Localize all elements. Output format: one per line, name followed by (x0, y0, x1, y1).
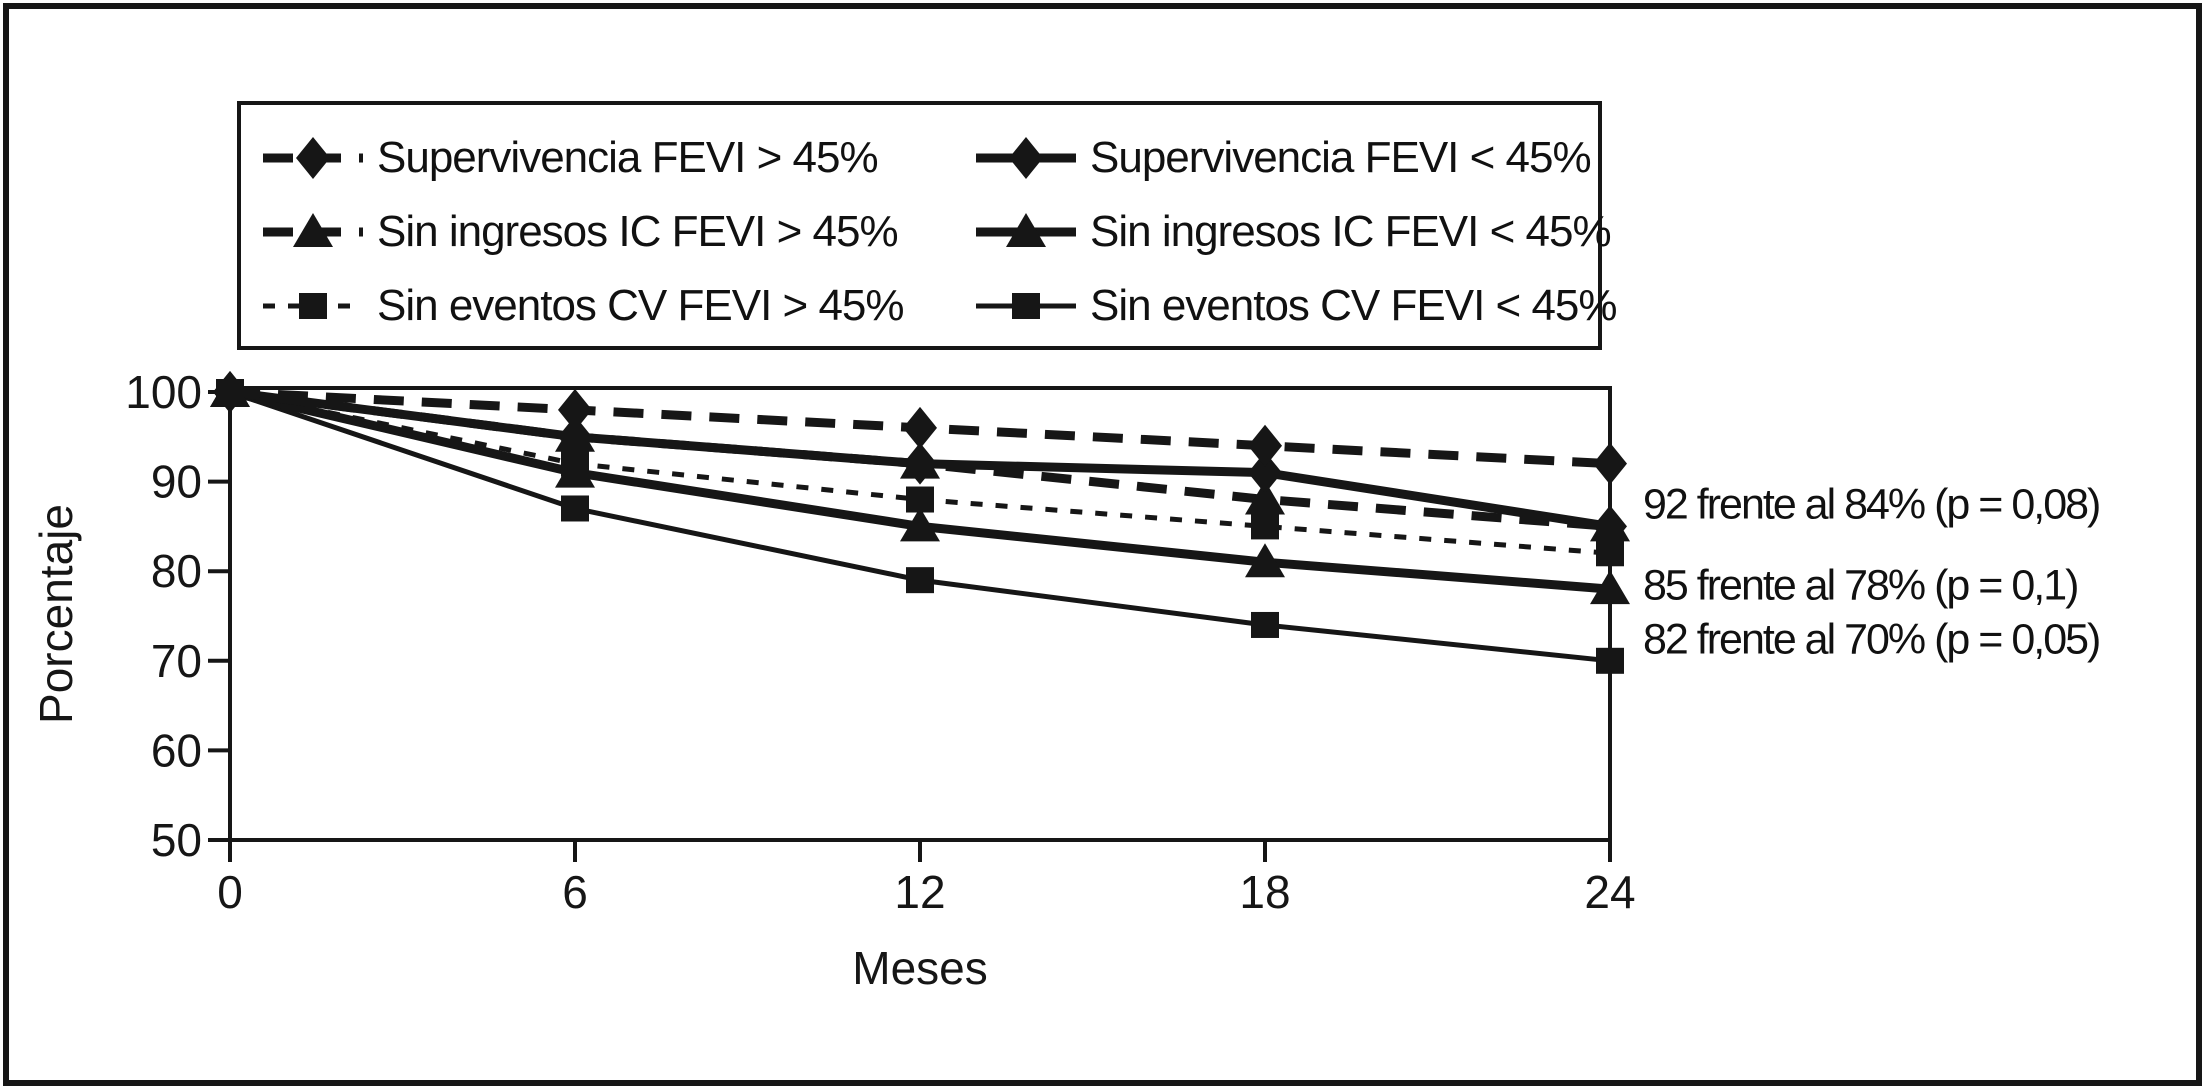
y-axis-tick-label: 60 (151, 724, 202, 776)
data-point-triangle-sin-ingresos-ic-fevi-lt-45 (555, 453, 595, 488)
data-point-square-sin-eventos-cv-fevi-lt-45 (906, 567, 934, 594)
legend-label: Supervivencia FEVI > 45% (377, 133, 879, 182)
x-axis-tick-label: 0 (217, 866, 243, 918)
series-line-sin-eventos-cv-fevi-gt-45 (229, 389, 1611, 556)
data-point-diamond-supervivencia-fevi-gt-45 (1248, 424, 1282, 467)
legend-label: Sin ingresos IC FEVI < 45% (1090, 207, 1612, 256)
solid-diamond-legend-icon (976, 137, 1076, 179)
legend-label: Sin eventos CV FEVI < 45% (1090, 281, 1618, 330)
endpoint-annotation-survival: 92 frente al 84% (p = 0,08) (1643, 480, 2101, 529)
y-axis-tick-label: 50 (151, 814, 202, 866)
data-point-square-sin-eventos-cv-fevi-gt-45 (1251, 513, 1279, 540)
square-marker-icon (1012, 293, 1040, 319)
endpoint-annotation-hf-admissions: 85 frente al 78% (p = 0,1) (1643, 561, 2079, 610)
data-point-triangle-sin-ingresos-ic-fevi-lt-45 (1245, 543, 1285, 578)
dotted-square-legend-icon (263, 293, 363, 319)
dashed-diamond-legend-icon (263, 137, 363, 179)
endpoint-annotation-cv-events: 82 frente al 70% (p = 0,05) (1643, 615, 2101, 664)
triangle-marker-icon (1006, 213, 1046, 247)
legend-entry: Sin ingresos IC FEVI > 45% (263, 195, 976, 269)
legend-entry: Supervivencia FEVI > 45% (263, 121, 976, 195)
y-axis-tick-label: 70 (151, 635, 202, 687)
data-point-diamond-supervivencia-fevi-lt-45 (1593, 505, 1627, 548)
legend-entry: Supervivencia FEVI < 45% (976, 121, 1617, 195)
data-point-diamond-supervivencia-fevi-lt-45 (903, 442, 937, 485)
data-point-diamond-supervivencia-fevi-lt-45 (558, 415, 592, 458)
data-point-square-sin-eventos-cv-fevi-lt-45 (561, 495, 589, 522)
data-point-triangle-sin-ingresos-ic-fevi-gt-45 (1245, 480, 1285, 515)
data-point-diamond-supervivencia-fevi-gt-45 (558, 388, 592, 431)
dashed-triangle-legend-icon (263, 213, 363, 247)
x-axis-tick-label: 24 (1584, 866, 1635, 918)
legend-label: Supervivencia FEVI < 45% (1090, 133, 1592, 182)
diamond-marker-icon (1009, 137, 1043, 179)
y-axis-tick-label: 90 (151, 456, 202, 508)
legend-label: Sin ingresos IC FEVI > 45% (377, 207, 899, 256)
x-axis-tick-label: 12 (894, 866, 945, 918)
y-axis-tick-label: 80 (151, 545, 202, 597)
data-point-diamond-supervivencia-fevi-lt-45 (1248, 451, 1282, 494)
x-axis-title: Meses (852, 942, 987, 994)
data-point-square-sin-eventos-cv-fevi-lt-45 (1251, 611, 1279, 638)
triangle-marker-icon (293, 213, 333, 247)
data-point-square-sin-eventos-cv-fevi-lt-45 (1596, 647, 1624, 674)
square-marker-icon (299, 293, 327, 319)
legend-entry: Sin ingresos IC FEVI < 45% (976, 195, 1617, 269)
data-point-diamond-supervivencia-fevi-gt-45 (213, 371, 247, 413)
legend-entry: Sin eventos CV FEVI > 45% (263, 269, 976, 343)
solid-square-legend-icon (976, 293, 1076, 319)
legend-label: Sin eventos CV FEVI > 45% (377, 281, 905, 330)
solid-triangle-legend-icon (976, 213, 1076, 247)
data-point-diamond-supervivencia-fevi-gt-45 (1593, 442, 1627, 485)
chart-legend: Supervivencia FEVI > 45% Supervivencia F… (237, 101, 1618, 350)
x-axis-tick-label: 6 (562, 866, 588, 918)
y-axis-title: Porcentaje (30, 504, 82, 724)
diamond-marker-icon (296, 137, 330, 179)
data-point-diamond-supervivencia-fevi-gt-45 (903, 406, 937, 449)
data-point-triangle-sin-ingresos-ic-fevi-lt-45 (1590, 570, 1630, 605)
data-point-triangle-sin-ingresos-ic-fevi-lt-45 (900, 507, 940, 542)
x-axis-tick-label: 18 (1239, 866, 1290, 918)
legend-entry: Sin eventos CV FEVI < 45% (976, 269, 1618, 343)
y-axis-tick-label: 100 (125, 366, 202, 418)
